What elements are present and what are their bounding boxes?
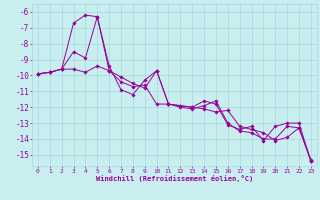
X-axis label: Windchill (Refroidissement éolien,°C): Windchill (Refroidissement éolien,°C) <box>96 175 253 182</box>
